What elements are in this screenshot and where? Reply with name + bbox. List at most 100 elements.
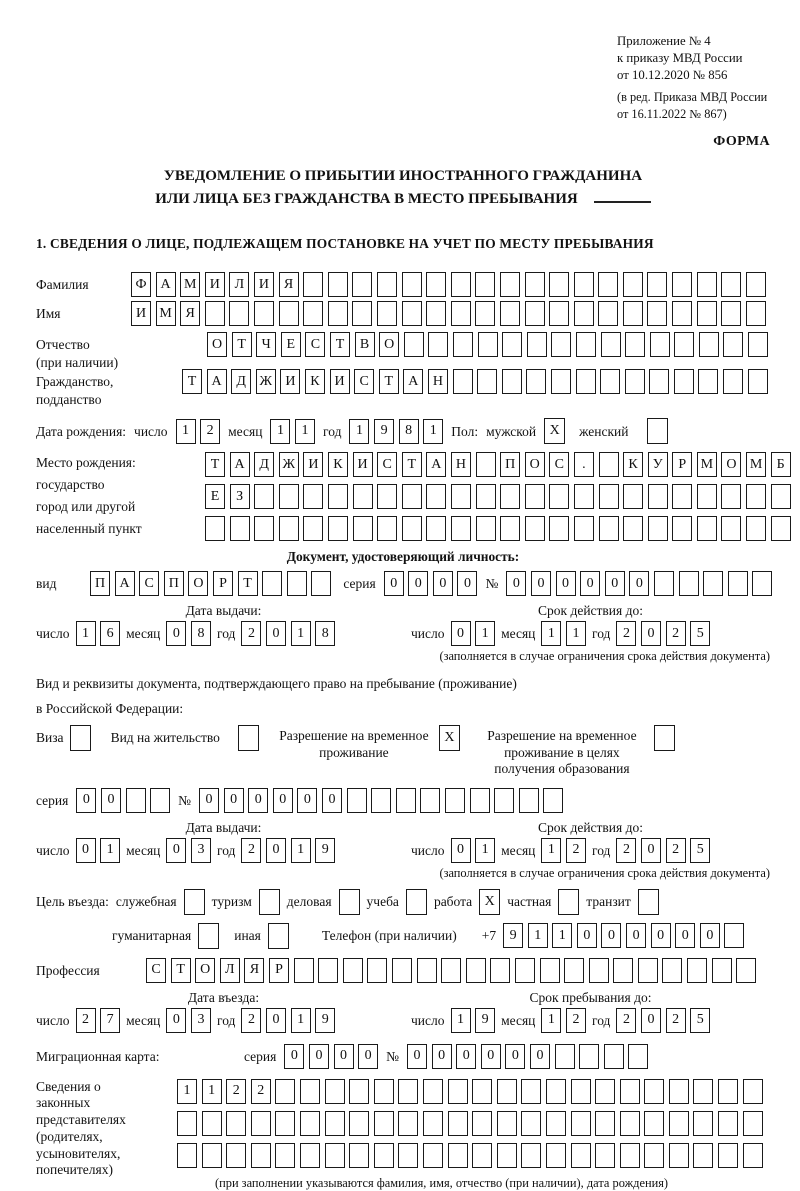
char-cell[interactable]: К [304, 369, 325, 394]
char-cell[interactable]: 0 [358, 1043, 379, 1069]
char-cell[interactable] [595, 1142, 616, 1168]
char-cell[interactable]: Р [672, 452, 693, 477]
char-cell[interactable]: Т [170, 957, 191, 983]
char-cell[interactable] [554, 1043, 575, 1069]
char-cell[interactable] [253, 301, 274, 326]
char-cell[interactable]: С [139, 571, 160, 596]
char-cell[interactable]: Т [205, 452, 225, 477]
char-cell[interactable] [570, 1142, 591, 1168]
char-cell[interactable] [401, 301, 422, 326]
char-cell[interactable]: М [696, 452, 717, 477]
char-cell[interactable] [647, 272, 668, 297]
char-cell[interactable] [441, 957, 462, 983]
char-cell[interactable]: 0 [450, 621, 471, 646]
char-cell[interactable] [742, 1142, 763, 1168]
char-cell[interactable] [672, 301, 693, 326]
char-cell[interactable] [727, 571, 748, 596]
char-cell[interactable]: 1 [270, 418, 291, 444]
char-cell[interactable]: И [131, 301, 151, 326]
char-cell[interactable]: Д [231, 369, 252, 394]
char-cell[interactable]: 1 [290, 837, 311, 863]
char-cell[interactable] [575, 369, 596, 394]
char-cell[interactable]: К [327, 452, 348, 477]
char-cell[interactable] [573, 516, 594, 541]
char-cell[interactable] [303, 272, 324, 297]
char-cell[interactable]: 9 [315, 1007, 336, 1033]
char-cell[interactable] [742, 1110, 763, 1136]
char-cell[interactable]: Р [268, 957, 289, 983]
char-cell[interactable]: Л [229, 272, 250, 297]
char-cell[interactable]: 8 [191, 621, 211, 646]
char-cell[interactable]: А [403, 369, 424, 394]
char-cell[interactable]: 0 [166, 1007, 187, 1033]
char-cell[interactable]: 5 [690, 837, 711, 863]
char-cell[interactable] [600, 369, 621, 394]
char-cell[interactable]: Ф [131, 272, 151, 297]
char-cell[interactable]: 2 [241, 621, 262, 646]
char-cell[interactable] [628, 1043, 649, 1069]
char-cell[interactable] [622, 272, 643, 297]
char-cell[interactable] [250, 1142, 271, 1168]
char-cell[interactable] [125, 787, 146, 813]
char-cell[interactable]: Ж [255, 369, 276, 394]
char-cell[interactable] [262, 571, 283, 596]
char-cell[interactable]: 1 [541, 621, 562, 646]
char-cell[interactable] [499, 301, 520, 326]
char-cell[interactable] [518, 787, 539, 813]
char-cell[interactable]: Б [770, 452, 791, 477]
char-cell[interactable] [452, 332, 473, 357]
temp-residence-education-checkbox[interactable] [653, 725, 675, 751]
char-cell[interactable] [398, 1078, 419, 1104]
char-cell[interactable] [477, 369, 498, 394]
char-cell[interactable]: И [329, 369, 350, 394]
char-cell[interactable] [342, 957, 363, 983]
char-cell[interactable]: 0 [506, 571, 527, 596]
char-cell[interactable] [275, 1142, 296, 1168]
char-cell[interactable]: 0 [333, 1043, 354, 1069]
char-cell[interactable] [229, 516, 250, 541]
char-cell[interactable]: 1 [295, 418, 316, 444]
char-cell[interactable] [573, 272, 594, 297]
char-cell[interactable] [545, 1110, 566, 1136]
char-cell[interactable] [752, 571, 773, 596]
char-cell[interactable]: 5 [690, 621, 711, 646]
char-cell[interactable] [619, 1142, 640, 1168]
char-cell[interactable]: 1 [552, 923, 573, 948]
char-cell[interactable] [496, 1078, 517, 1104]
char-cell[interactable]: 0 [675, 923, 696, 948]
char-cell[interactable] [401, 484, 422, 509]
char-cell[interactable] [721, 484, 742, 509]
char-cell[interactable] [490, 957, 511, 983]
char-cell[interactable]: 0 [284, 1043, 305, 1069]
char-cell[interactable] [477, 332, 498, 357]
char-cell[interactable] [450, 516, 471, 541]
char-cell[interactable]: Т [231, 332, 252, 357]
char-cell[interactable] [619, 1110, 640, 1136]
char-cell[interactable] [318, 957, 339, 983]
char-cell[interactable] [293, 957, 314, 983]
char-cell[interactable] [711, 957, 732, 983]
gender-female-checkbox[interactable] [646, 418, 668, 444]
char-cell[interactable] [475, 301, 496, 326]
char-cell[interactable]: Т [237, 571, 258, 596]
char-cell[interactable] [496, 1110, 517, 1136]
char-cell[interactable] [524, 272, 545, 297]
char-cell[interactable] [647, 484, 668, 509]
char-cell[interactable] [644, 1078, 665, 1104]
purpose-business-checkbox[interactable] [338, 888, 360, 915]
char-cell[interactable] [275, 1110, 296, 1136]
char-cell[interactable] [598, 301, 619, 326]
char-cell[interactable]: И [280, 369, 301, 394]
char-cell[interactable] [373, 1078, 394, 1104]
char-cell[interactable]: 0 [457, 571, 478, 596]
char-cell[interactable] [494, 787, 515, 813]
char-cell[interactable] [678, 571, 699, 596]
char-cell[interactable] [391, 957, 412, 983]
char-cell[interactable]: 2 [241, 1007, 262, 1033]
char-cell[interactable]: Т [378, 369, 399, 394]
char-cell[interactable] [377, 516, 398, 541]
char-cell[interactable] [275, 1078, 296, 1104]
char-cell[interactable]: О [207, 332, 227, 357]
char-cell[interactable] [721, 516, 742, 541]
char-cell[interactable] [721, 301, 742, 326]
